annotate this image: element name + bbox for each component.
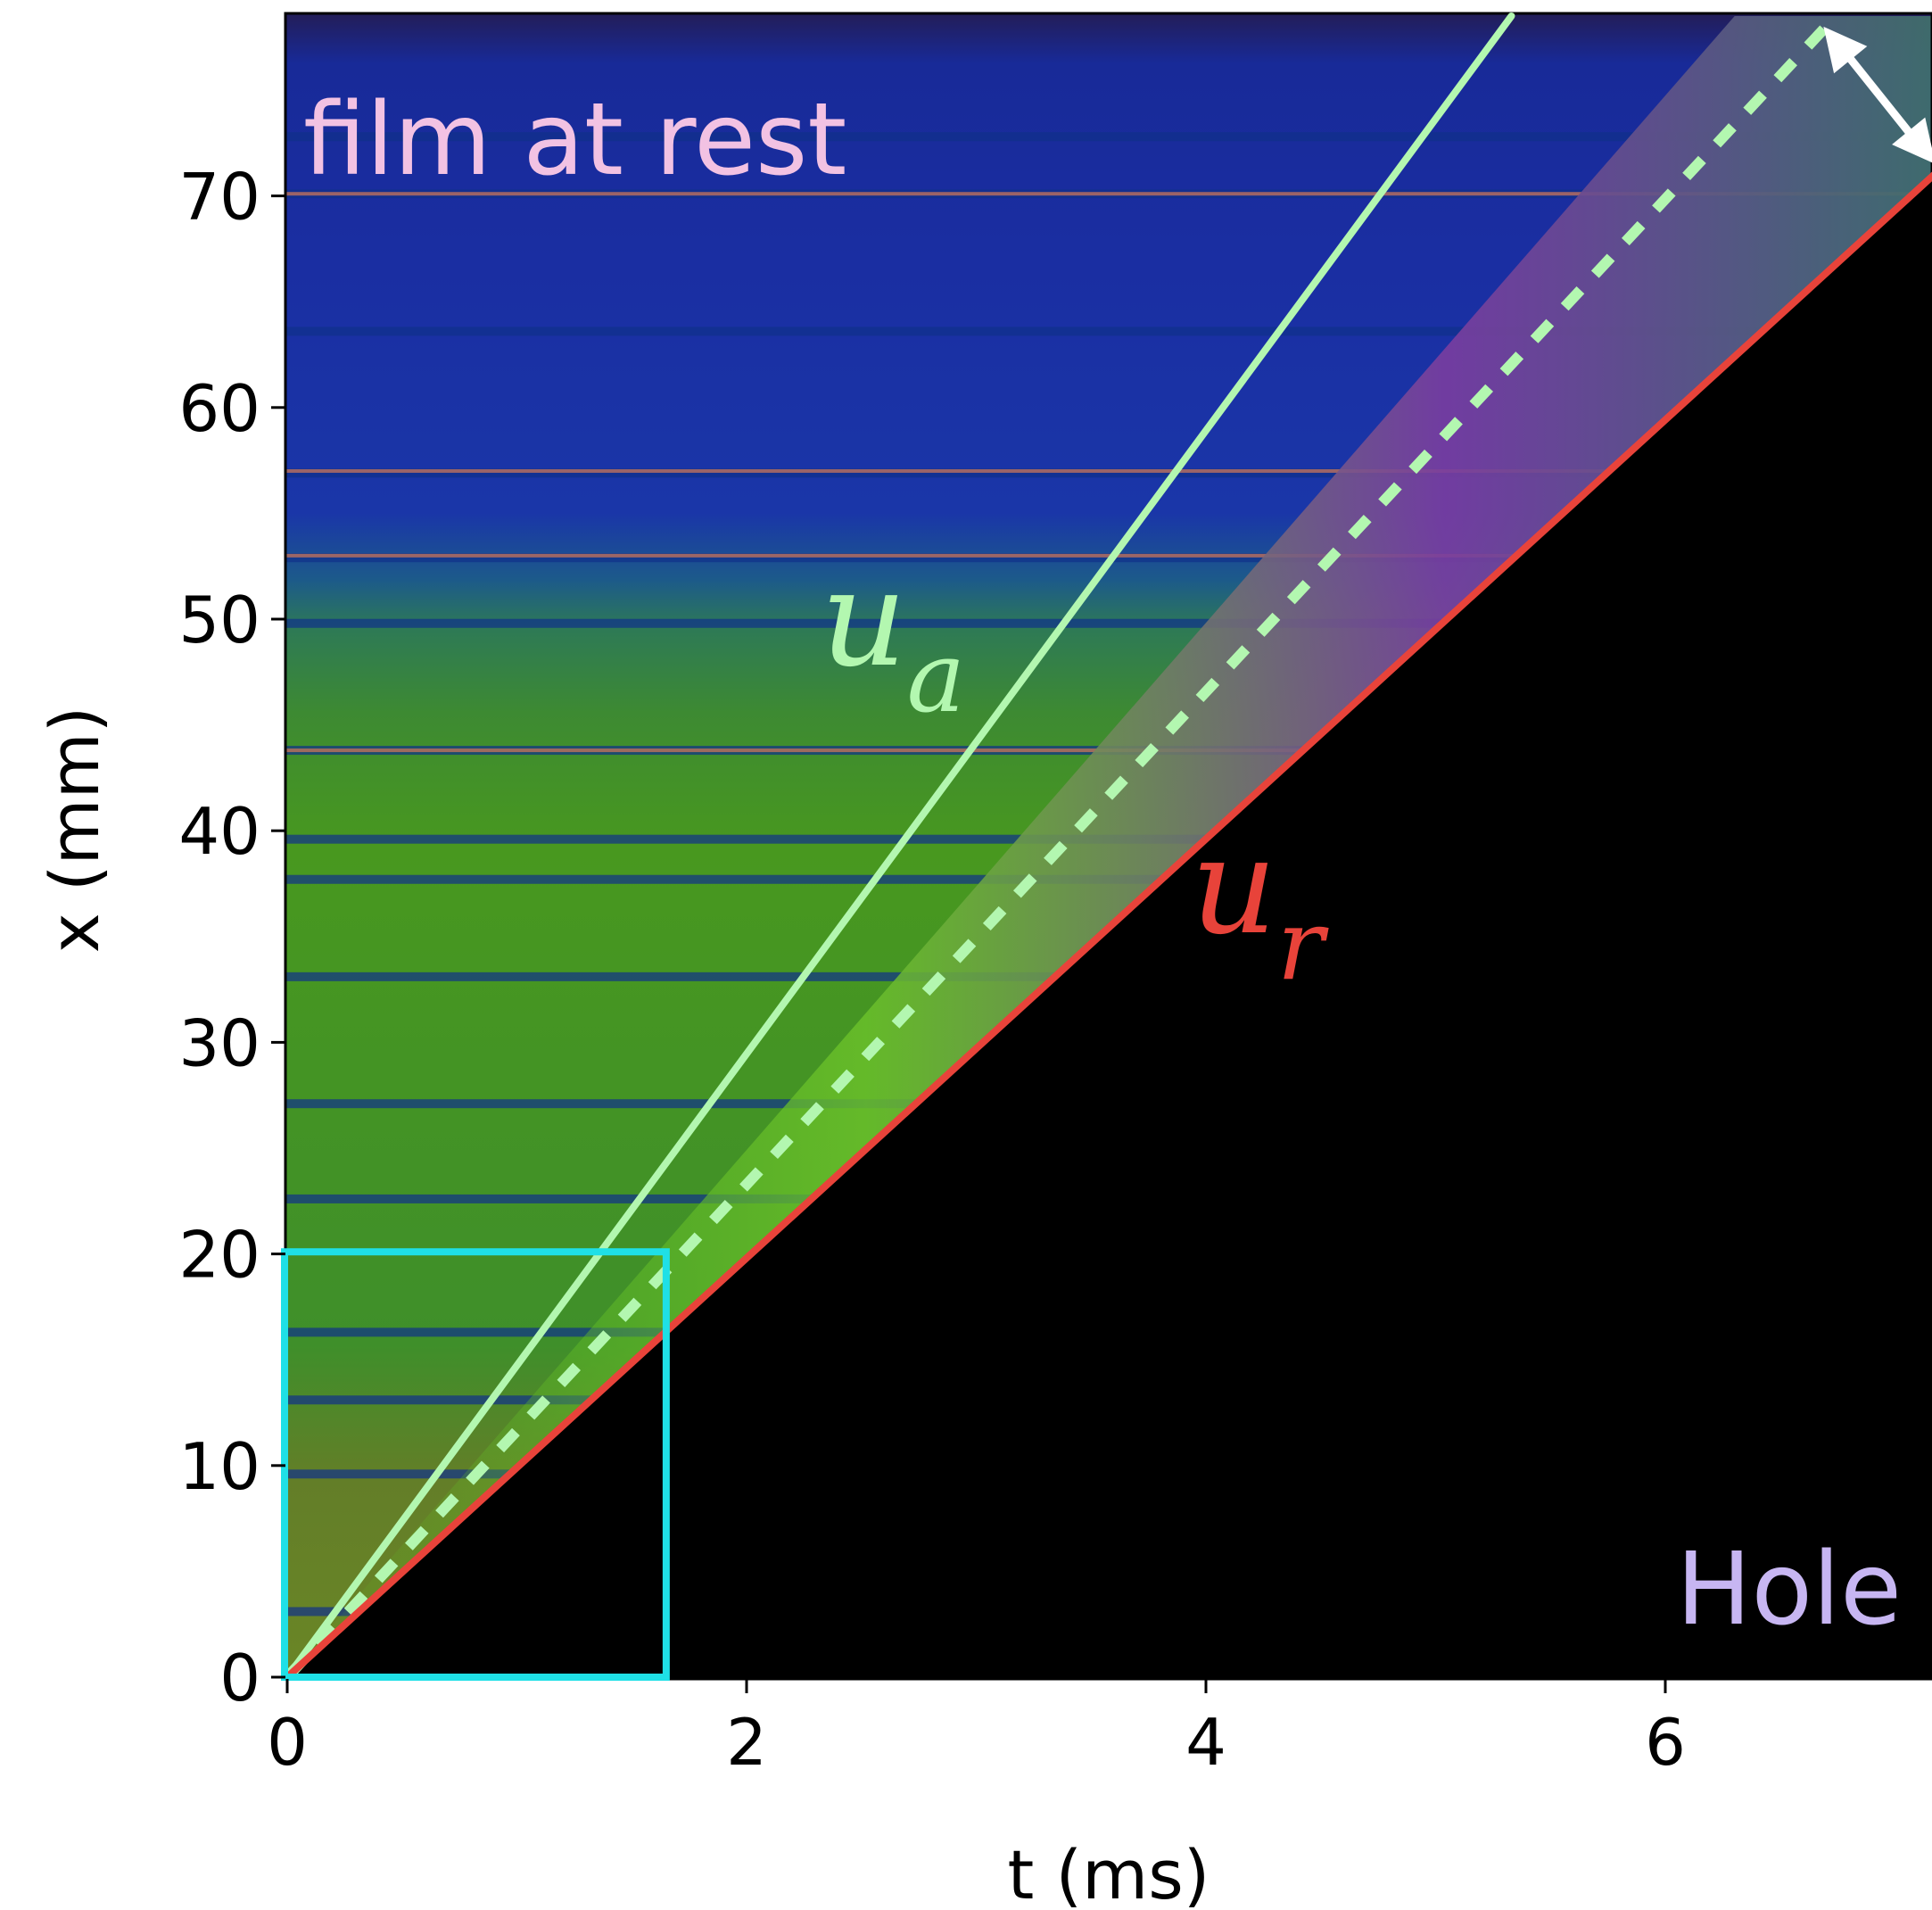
u-r-line [285,171,1932,1680]
y-tick-label: 30 [178,1005,260,1080]
double-arrow-head-start [1823,26,1868,74]
bright-band [285,192,1932,196]
bright-band [285,553,1932,558]
rim-band [287,15,1932,1677]
u-r-annotation: ur [1191,809,1330,1002]
u-a-subscript: a [907,620,966,734]
y-tick-label: 50 [178,583,260,657]
plot-frame [284,12,1932,1681]
dashed-line [283,22,1830,1682]
y-axis-label: x (mm) [35,707,114,954]
y-tick-label: 20 [178,1218,260,1293]
x-axis-label: t (ms) [1008,1835,1210,1910]
x-tick-label: 4 [1185,1705,1226,1780]
y-tick-label: 60 [178,371,260,446]
film-at-rest-label: film at rest [303,82,846,198]
dark-band [285,618,1932,628]
u-a-symbol: u [821,542,907,697]
y-tick-label: 70 [178,160,260,235]
y-tick-label: 40 [178,794,260,869]
x-tick-label: 0 [267,1705,308,1780]
hole-label: Hole [1676,1532,1902,1648]
dark-band [285,327,1932,336]
dark-band [285,468,1932,478]
bright-band [285,468,1932,473]
dark-band [285,132,1932,142]
double-arrow-head-end [1892,117,1932,163]
y-tick-label: 10 [178,1429,260,1504]
u-r-symbol: u [1191,809,1277,964]
plot-area [285,13,1932,1679]
u-a-line [284,12,1515,1681]
u-a-annotation: ua [821,542,965,734]
x-tick-label: 6 [1645,1705,1686,1780]
double-arrow [1823,26,1932,163]
double-arrow-shaft [1839,47,1920,144]
x-axis: 0 2 4 6 [267,1679,1686,1780]
x-tick-label: 2 [726,1705,767,1780]
u-r-subscript: r [1277,888,1330,1002]
y-axis: 0 10 20 30 40 50 60 70 [178,160,285,1716]
y-tick-label: 0 [219,1641,260,1716]
